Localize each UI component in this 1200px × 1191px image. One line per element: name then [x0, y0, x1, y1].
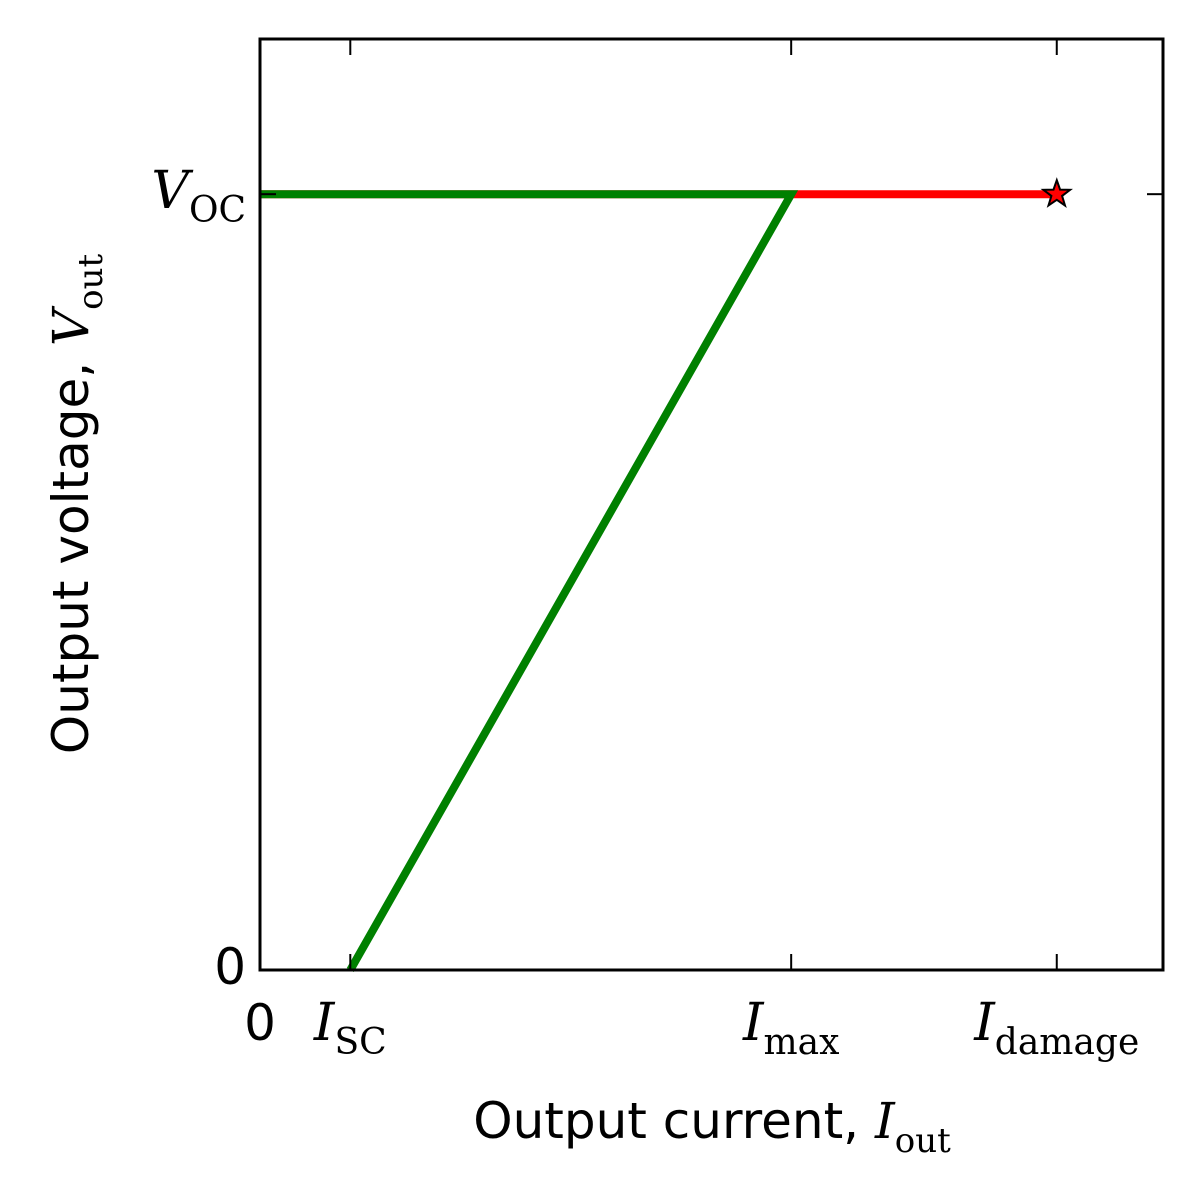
x-tick-label-4: Idamage: [973, 993, 1139, 1063]
x-axis-label: Output current, Iout: [473, 1092, 951, 1161]
series-layer: [260, 177, 1073, 972]
plot-frame: [258, 37, 1165, 972]
y-axis-label: Output voltage, Vout: [42, 254, 111, 755]
y-axis-label-symbol: V: [42, 305, 100, 346]
tick-layer: 0 ISC Imax Idamage 0 VOC: [151, 39, 1163, 1063]
x-tick-label-3: Imax: [742, 993, 839, 1063]
star-marker: [1040, 177, 1073, 208]
y-axis-label-text: Output voltage,: [42, 346, 100, 754]
x-tick-label-1: 0: [244, 994, 276, 1052]
y-tick-label-1: 0: [214, 938, 246, 996]
x-axis-label-subscript: out: [895, 1121, 951, 1161]
plot-background: [260, 39, 1163, 970]
x-tick-label-2: ISC: [313, 993, 387, 1063]
x-axis-label-text: Output current,: [473, 1092, 875, 1150]
x-axis-label-symbol: I: [874, 1092, 896, 1150]
series-line-2: [260, 190, 799, 972]
y-axis-label-subscript: out: [71, 254, 111, 310]
y-tick-label-2: VOC: [151, 161, 246, 231]
